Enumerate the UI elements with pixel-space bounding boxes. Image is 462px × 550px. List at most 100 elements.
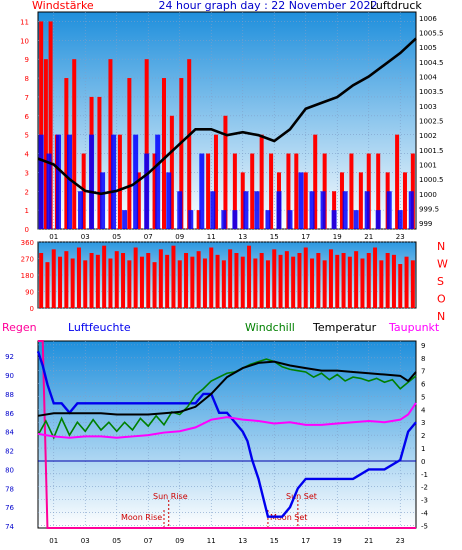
- pressure-tick-label: 999: [419, 220, 432, 228]
- wind-gust-bar: [111, 134, 117, 229]
- wind-direction-bar: [190, 256, 195, 308]
- wind-gust-bar: [122, 210, 128, 229]
- legend-regen: Regen: [2, 321, 37, 334]
- time-tick-label: 23: [396, 233, 405, 241]
- pressure-tick-label: 1000.5: [419, 176, 444, 184]
- wind-gust-bar: [298, 172, 304, 229]
- wind-direction-bar: [95, 254, 100, 308]
- wind-gust-bar: [38, 134, 44, 229]
- temperature-tick-label: -5: [421, 522, 428, 530]
- time-tick-label: 03: [81, 537, 90, 545]
- wind-speed-bar: [162, 78, 166, 229]
- wind-direction-bar: [221, 260, 226, 308]
- wind-speed-bar: [117, 134, 122, 229]
- pressure-tick-label: 999.5: [419, 205, 439, 213]
- wind-gust-bars: [38, 134, 414, 229]
- wind-direction-bar: [158, 249, 163, 308]
- compass-label: N: [437, 240, 445, 253]
- time-tick-label: 07: [144, 537, 153, 545]
- direction-tick-label: 360: [21, 239, 34, 247]
- wind-gust-bar: [210, 191, 216, 229]
- humidity-tick-label: 82: [5, 448, 14, 456]
- wind-direction-bar: [165, 254, 170, 308]
- wind-speed-bar: [313, 134, 318, 229]
- wind-gust-bar: [199, 153, 205, 229]
- wind-speed-bar: [127, 78, 132, 229]
- temperature-tick-label: -4: [421, 510, 429, 518]
- humidity-tick-label: 76: [5, 504, 14, 512]
- compass-label: W: [437, 258, 448, 271]
- legend-humidity: Luftfeuchte: [68, 321, 131, 334]
- wind-speed-bar: [223, 115, 228, 229]
- wind-direction-bar: [354, 251, 359, 308]
- wind-tick-label: 2: [25, 188, 29, 196]
- pressure-line: [37, 37, 417, 196]
- wind-gust-bar: [254, 191, 260, 229]
- wind-direction-bar: [196, 251, 201, 308]
- time-axis-ticks: 01 03 05 07 09 11 13 15 17 19 21 23: [49, 233, 404, 241]
- pressure-tick-label: 1005: [419, 44, 437, 52]
- wind-direction-bar: [146, 253, 151, 308]
- legend-dewpoint: Taupunkt: [388, 321, 440, 334]
- time-tick-label: 23: [396, 537, 405, 545]
- wind-tick-label: 7: [25, 94, 29, 102]
- wind-speed-bar: [152, 153, 157, 229]
- time-tick-label: 13: [238, 233, 247, 241]
- time-tick-label: 09: [175, 233, 184, 241]
- wind-gust-bar: [177, 191, 183, 229]
- pressure-tick-label: 1003.5: [419, 88, 444, 96]
- wind-direction-bar: [89, 253, 94, 308]
- wind-gust-bar: [397, 210, 403, 229]
- wind-tick-label: 5: [25, 132, 29, 140]
- legend-windchill: Windchill: [245, 321, 295, 334]
- wind-direction-bar: [398, 264, 403, 308]
- wind-speed-bar: [187, 59, 192, 229]
- wind-direction-bar: [366, 253, 371, 308]
- wind-speed-bar: [39, 21, 44, 229]
- panel-wind-direction-grid: [38, 241, 416, 309]
- wind-axis-ticks: 0 1 2 3 4 5 6 7 8 9 10 11: [20, 18, 29, 234]
- humidity-line: [36, 351, 417, 518]
- wind-gust-bar: [408, 191, 414, 229]
- temperature-tick-label: -2: [421, 484, 428, 492]
- temperature-axis-ticks: -5 -4 -3 -2 -1 0 1 2 3 4 5 6 7 8 9: [421, 342, 429, 531]
- wind-gust-bar: [46, 153, 52, 229]
- wind-direction-bar: [177, 260, 182, 308]
- wind-direction-bar: [121, 253, 126, 308]
- wind-gust-bar: [309, 191, 315, 229]
- wind-speed-bar: [339, 172, 344, 229]
- wind-direction-bar: [253, 258, 258, 308]
- wind-speed-bar: [259, 134, 264, 229]
- time-tick-label: 11: [207, 537, 216, 545]
- wind-direction-bar: [341, 253, 346, 308]
- wind-direction-bars: [39, 245, 415, 308]
- wind-direction-bar: [171, 245, 176, 308]
- wind-direction-bar: [335, 254, 340, 308]
- wind-speed-bar: [402, 172, 407, 229]
- wind-direction-bar: [76, 247, 81, 308]
- temperature-tick-label: 0: [421, 458, 425, 466]
- temperature-tick-label: 3: [421, 419, 425, 427]
- wind-speed-bar: [179, 78, 184, 229]
- panel-temperature-humidity-bg: [37, 340, 417, 529]
- wind-gust-bar: [100, 172, 106, 229]
- time-tick-label: 19: [333, 537, 342, 545]
- wind-speed-bar: [250, 153, 255, 229]
- windchill-line: [37, 358, 417, 440]
- time-tick-label: 05: [112, 537, 121, 545]
- wind-direction-bar: [127, 260, 132, 308]
- wind-gust-bar: [353, 210, 359, 229]
- wind-tick-label: 0: [25, 226, 29, 234]
- wind-direction-bar: [310, 258, 315, 308]
- temperature-tick-label: -3: [421, 497, 428, 505]
- wind-direction-bar: [58, 256, 63, 308]
- wind-gust-bar: [342, 191, 348, 229]
- wind-speed-bar: [97, 96, 102, 229]
- wind-speed-bar: [43, 59, 48, 229]
- pressure-tick-label: 1006: [419, 15, 437, 23]
- wind-tick-label: 11: [20, 18, 29, 26]
- wind-speed-bar: [206, 153, 211, 229]
- temperature-tick-label: 5: [421, 393, 425, 401]
- time-tick-label: 07: [144, 233, 153, 241]
